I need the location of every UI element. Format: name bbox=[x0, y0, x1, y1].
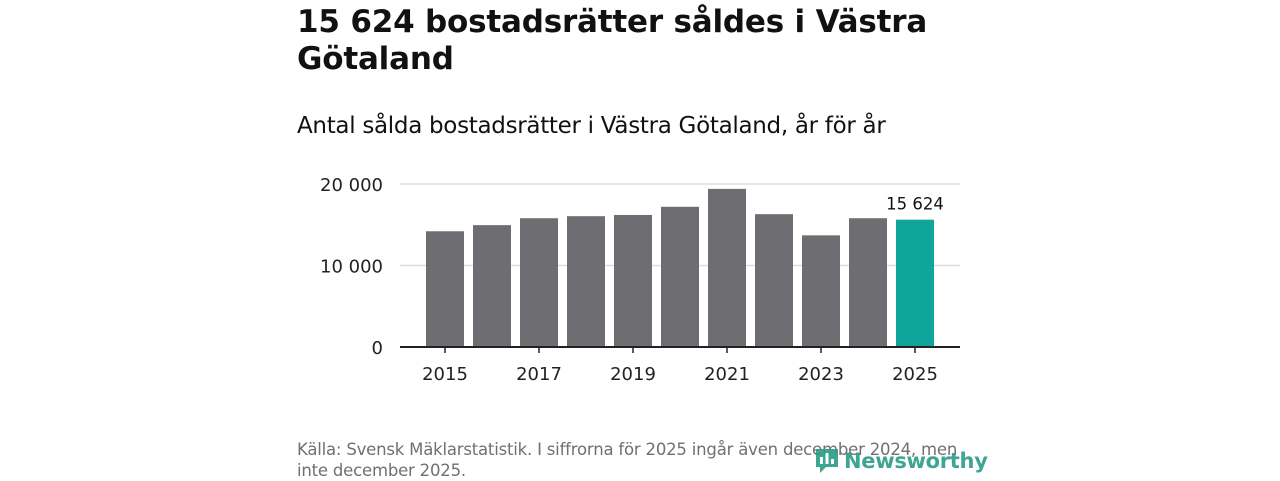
x-axis-labels: 2015 2017 2019 2021 2023 2025 bbox=[422, 364, 938, 385]
bar bbox=[426, 231, 464, 347]
bar bbox=[708, 188, 746, 347]
y-tick-label: 0 bbox=[372, 338, 383, 359]
bar bbox=[661, 206, 699, 347]
highlight-data-label: 15 624 bbox=[886, 195, 944, 214]
source-note: Källa: Svensk Mäklarstatistik. I siffror… bbox=[297, 440, 958, 480]
x-axis bbox=[400, 346, 960, 353]
bar bbox=[755, 214, 793, 347]
x-tick-label: 2023 bbox=[798, 364, 844, 385]
x-tick-label: 2017 bbox=[516, 364, 562, 385]
bar bbox=[520, 218, 558, 347]
bar bbox=[614, 214, 652, 347]
newsworthy-chart-bubble-icon bbox=[816, 449, 838, 473]
x-tick-label: 2019 bbox=[610, 364, 656, 385]
x-tick-label: 2025 bbox=[892, 364, 938, 385]
chart-title: 15 624 bostadsrätter såldes i Västra Göt… bbox=[297, 4, 928, 77]
chart-subtitle: Antal sålda bostadsrätter i Västra Götal… bbox=[297, 113, 886, 139]
y-axis-labels: 0 10 000 20 000 bbox=[320, 175, 383, 359]
bar bbox=[802, 235, 840, 347]
annotations: 15 624 bbox=[886, 195, 944, 214]
y-tick-label: 10 000 bbox=[320, 257, 383, 278]
newsworthy-logo-text: Newsworthy bbox=[844, 449, 988, 473]
x-tick-label: 2021 bbox=[704, 364, 750, 385]
y-tick-label: 20 000 bbox=[320, 175, 383, 196]
bar bbox=[849, 218, 887, 347]
bars bbox=[426, 188, 934, 347]
x-tick-label: 2015 bbox=[422, 364, 468, 385]
bar-highlight bbox=[896, 219, 934, 347]
newsworthy-logo: Newsworthy bbox=[814, 445, 988, 477]
bar bbox=[473, 225, 511, 347]
bar bbox=[567, 216, 605, 347]
